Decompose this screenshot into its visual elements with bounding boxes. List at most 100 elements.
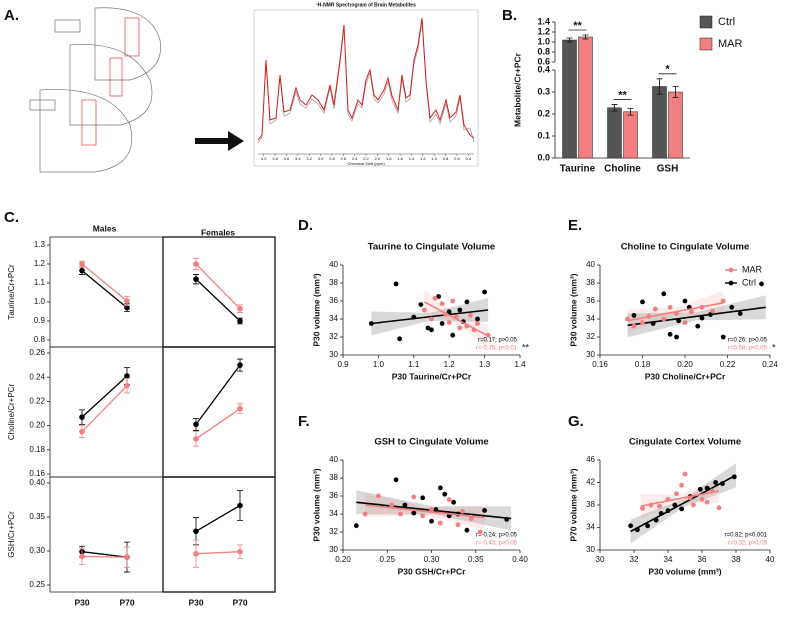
panel-frame	[49, 476, 164, 593]
x-tick-label: 0.8	[443, 156, 449, 161]
mean-point	[124, 373, 130, 379]
data-point	[464, 299, 470, 305]
bar	[623, 111, 638, 159]
y-tick-label: 40	[329, 260, 338, 269]
data-point	[420, 513, 426, 519]
x-tick-label: 1.3	[479, 360, 491, 369]
data-point	[482, 508, 487, 513]
y-axis-label: P30 volume (mm³)	[311, 273, 321, 346]
trend-line	[81, 270, 128, 309]
data-point	[674, 491, 679, 497]
error-bar	[566, 37, 573, 43]
mean-point	[193, 276, 199, 283]
regression-line	[630, 474, 737, 533]
y-tick-label: 34	[586, 314, 595, 323]
stat-label: r=-0.24; p>0.05	[476, 533, 518, 539]
legend-label: MAR	[718, 38, 743, 50]
y-axis-label: P30 volume (mm³)	[311, 468, 321, 541]
y-axis-label: P70 volume (mm³)	[568, 468, 578, 541]
data-point	[411, 494, 417, 500]
panel-letter: C.	[4, 209, 19, 226]
x-axis-label: P30 Taurine/Cr+PCr	[392, 371, 472, 381]
chart-title: GSH to Cingulate Volume	[374, 437, 488, 448]
y-tick-label: 1.2	[537, 26, 550, 36]
panel-frame	[162, 476, 276, 593]
x-axis-label: P30 volume (mm³)	[648, 566, 721, 576]
legend-label: MAR	[742, 264, 763, 274]
x-tick-label: 0.40	[512, 555, 528, 564]
data-point	[393, 281, 399, 287]
mean-point	[237, 305, 243, 312]
data-point	[389, 502, 395, 508]
data-point	[460, 508, 465, 514]
x-tick-label: 1.2	[420, 156, 426, 161]
data-point	[679, 482, 684, 488]
x-tick-label: 0.18	[635, 360, 651, 369]
mean-point	[124, 298, 130, 304]
x-tick-label: 32	[630, 555, 639, 564]
y-tick-label: 36	[329, 491, 338, 500]
significance: **	[522, 342, 530, 352]
x-tick-label: 3.0	[318, 156, 324, 161]
data-point	[482, 289, 487, 295]
x-tick-label: 1.0	[373, 360, 385, 369]
stat-label: r=0.82; p<0.001	[725, 533, 768, 539]
data-point	[446, 309, 452, 315]
x-axis-label: Chemical Shift (ppm)	[347, 161, 385, 166]
data-point	[418, 302, 424, 307]
x-tick-label: 1.6	[397, 156, 403, 161]
data-point	[691, 502, 696, 508]
x-tick-label: 2.2	[363, 156, 369, 161]
y-tick-label: 0.1	[537, 130, 550, 140]
x-tick-label: 2.0	[375, 156, 381, 161]
arrow	[195, 131, 244, 151]
mean-point	[79, 414, 85, 420]
y-tick-label: 36	[586, 296, 595, 305]
bar	[607, 107, 622, 159]
x-tick-label: P70	[119, 597, 134, 607]
x-tick-label: 3.8	[272, 156, 278, 161]
error-bar	[672, 86, 679, 98]
data-point	[451, 499, 457, 505]
significance: *	[772, 342, 776, 352]
group-title: Males	[93, 223, 117, 233]
data-point	[468, 516, 474, 521]
trend-line	[81, 263, 128, 302]
regression-line	[627, 302, 724, 322]
x-tick-label: 34	[664, 555, 673, 564]
y-tick-label: 38	[586, 500, 595, 509]
regression-line	[640, 490, 720, 507]
stat-label: r=0.17; p>0.05	[478, 338, 518, 344]
y-tick-label: 0.40	[29, 478, 45, 487]
y-tick-label: 0.22	[29, 397, 45, 406]
data-point	[376, 493, 381, 499]
roi-box	[109, 57, 123, 97]
data-point	[442, 491, 448, 497]
atlas-inset	[29, 19, 81, 111]
y-tick-label: 0.26	[29, 348, 45, 357]
trend-line	[195, 263, 241, 310]
mean-point	[237, 548, 243, 555]
data-point	[713, 480, 718, 485]
mean-point	[193, 421, 199, 428]
bar	[578, 36, 593, 159]
error-bar	[582, 34, 589, 40]
data-point	[437, 520, 443, 526]
legend-marker	[728, 267, 734, 273]
data-point	[657, 503, 662, 509]
error-bar	[656, 78, 663, 95]
x-tick-label: Taurine	[560, 164, 596, 175]
y-tick-label: 0.20	[29, 421, 45, 430]
atlas-section	[39, 89, 133, 173]
x-tick-label: 2.4	[352, 156, 358, 161]
data-point	[631, 323, 637, 329]
y-tick-label: 0.6	[537, 56, 550, 66]
trend-line	[81, 551, 128, 558]
data-point	[679, 506, 684, 512]
x-tick-label: 30	[596, 555, 605, 564]
mean-point	[237, 362, 243, 368]
y-axis-label: Choline/Cr+PCr	[7, 384, 16, 441]
y-tick-label: 0.8	[34, 335, 46, 344]
y-tick-label: 1.0	[537, 36, 550, 46]
